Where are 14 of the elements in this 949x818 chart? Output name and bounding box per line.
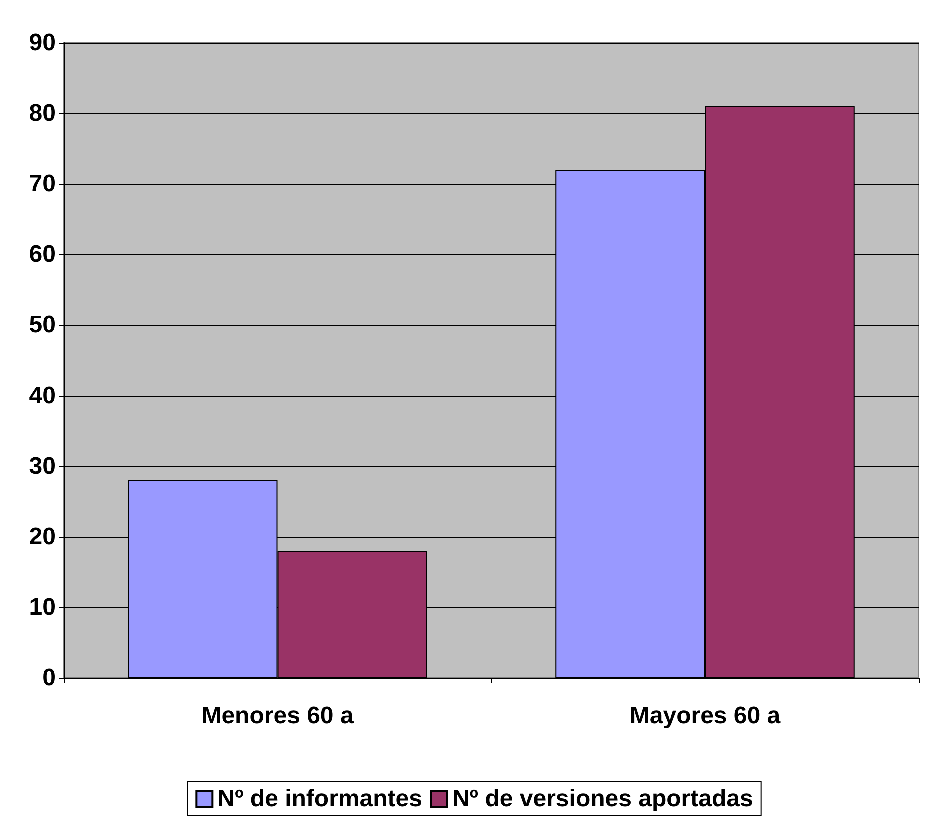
legend-label: Nº de informantes bbox=[218, 786, 422, 812]
legend-label: Nº de versiones aportadas bbox=[452, 786, 754, 812]
y-tick-label: 50 bbox=[29, 312, 56, 339]
y-tick-label: 10 bbox=[29, 594, 56, 621]
y-tick-label: 20 bbox=[29, 523, 56, 550]
y-tick-label: 90 bbox=[29, 30, 56, 56]
y-tick-label: 0 bbox=[42, 664, 56, 692]
y-tick-label: 60 bbox=[29, 241, 56, 268]
y-tick-label: 80 bbox=[29, 100, 56, 128]
x-tick-label: Mayores 60 a bbox=[630, 702, 782, 730]
y-tick-label: 70 bbox=[29, 170, 56, 198]
y-tick-label: 40 bbox=[29, 382, 56, 410]
x-tick-label: Menores 60 a bbox=[202, 702, 354, 730]
y-tick-label: 30 bbox=[29, 452, 56, 480]
